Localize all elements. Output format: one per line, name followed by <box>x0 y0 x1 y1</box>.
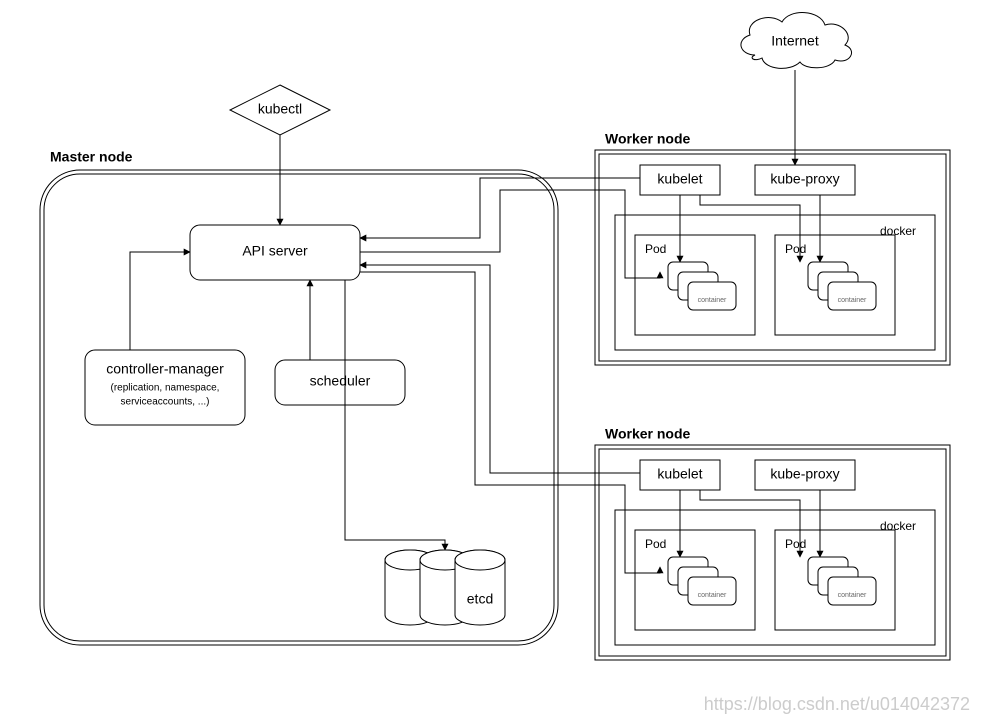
kubectl-label: kubectl <box>258 101 302 117</box>
w1-pod2-label: Pod <box>785 242 806 256</box>
api-server-box: API server <box>190 225 360 280</box>
w1-kubeproxy-label: kube-proxy <box>770 171 839 187</box>
kubectl-diamond: kubectl <box>230 85 330 135</box>
worker2-title: Worker node <box>605 426 691 442</box>
w2-kubelet-box: kubelet <box>640 460 720 490</box>
controller-manager-box: controller-manager (replication, namespa… <box>85 350 245 425</box>
w2-pod2: Pod container <box>775 530 895 630</box>
api-server-label: API server <box>242 243 308 259</box>
w1-kubelet-label: kubelet <box>657 171 702 187</box>
w2-pod1: Pod container <box>635 530 755 630</box>
w1-kubelet-box: kubelet <box>640 165 720 195</box>
w2-docker-box: docker Pod container Pod <box>615 510 935 645</box>
w2-kubeproxy-box: kube-proxy <box>755 460 855 490</box>
worker-node-1: Worker node kubelet kube-proxy docker Po… <box>595 131 950 365</box>
w2-pod2-label: Pod <box>785 537 806 551</box>
controller-manager-label: controller-manager <box>106 361 224 377</box>
worker-node-2: Worker node kubelet kube-proxy docker Po… <box>595 426 950 660</box>
w1-kubeproxy-box: kube-proxy <box>755 165 855 195</box>
internet-cloud: Internet <box>741 13 852 69</box>
master-node-title: Master node <box>50 149 133 165</box>
worker1-title: Worker node <box>605 131 691 147</box>
w1-pod2: Pod container <box>775 235 895 335</box>
w2-pod1-label: Pod <box>645 537 666 551</box>
w1-pod1-container-label: container <box>698 297 727 304</box>
kubernetes-architecture-diagram: Internet kubectl Master node API server … <box>0 0 986 720</box>
w2-kubelet-label: kubelet <box>657 466 702 482</box>
scheduler-label: scheduler <box>310 373 371 389</box>
w2-pod2-container-label: container <box>838 592 867 599</box>
scheduler-box: scheduler <box>275 360 405 405</box>
internet-label: Internet <box>771 33 819 49</box>
w1-pod1-label: Pod <box>645 242 666 256</box>
w1-pod1: Pod container <box>635 235 755 335</box>
watermark-text: https://blog.csdn.net/u014042372 <box>704 694 970 714</box>
w1-pod2-container-label: container <box>838 297 867 304</box>
w2-kubeproxy-label: kube-proxy <box>770 466 839 482</box>
w1-docker-box: docker Pod container Pod <box>615 215 935 350</box>
controller-manager-sub1: (replication, namespace, <box>111 383 220 394</box>
etcd-label: etcd <box>467 591 493 607</box>
controller-manager-sub2: serviceaccounts, ...) <box>121 397 210 408</box>
w2-pod1-container-label: container <box>698 592 727 599</box>
etcd-cylinders: etcd <box>385 550 505 625</box>
